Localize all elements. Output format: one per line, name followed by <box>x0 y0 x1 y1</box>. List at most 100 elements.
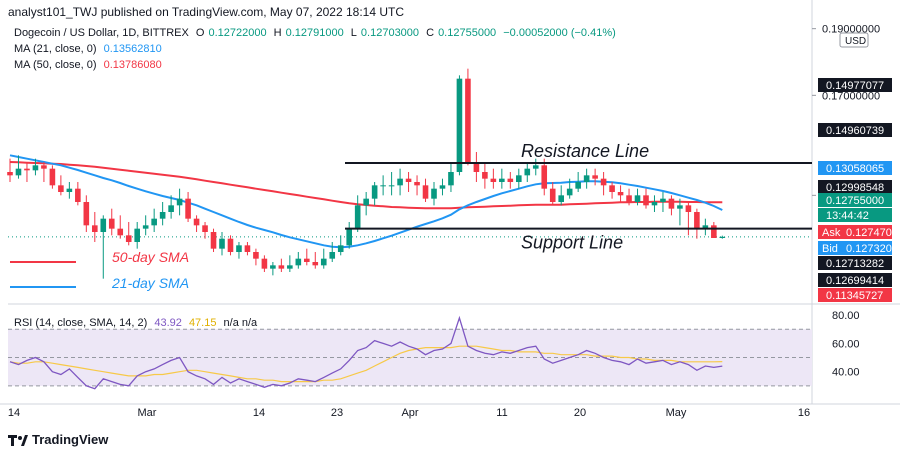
time-tick-label: May <box>666 407 687 419</box>
footer-brand: TradingView <box>8 432 108 447</box>
candle-body <box>168 205 174 212</box>
candle-body <box>499 178 505 182</box>
price-label-text: 0.12713282 <box>826 258 884 270</box>
time-tick-label: 14 <box>8 407 20 419</box>
price-label-bg <box>818 78 892 92</box>
candle-body <box>210 232 217 249</box>
ma50-label[interactable]: MA (50, close, 0) <box>14 59 97 71</box>
high-value: 0.12791000 <box>285 27 344 39</box>
ma50-value: 0.13786080 <box>103 59 162 71</box>
candle-body <box>583 175 590 182</box>
candle-body <box>58 185 64 192</box>
candle-body <box>465 78 471 162</box>
candle-body <box>668 198 675 209</box>
currency-box <box>839 32 869 48</box>
change-value: −0.00052000 (−0.41%) <box>503 27 616 39</box>
footer-brand-label: TradingView <box>32 432 109 447</box>
candle-body <box>134 228 140 242</box>
candle-body <box>566 188 573 196</box>
candle-body <box>371 185 378 199</box>
quote-label-name: Ask <box>822 227 841 239</box>
candle-body <box>397 178 403 186</box>
price-label-bg <box>818 256 892 270</box>
candle-body <box>439 185 446 189</box>
candle-body <box>75 188 81 202</box>
currency-label: USD <box>845 36 866 47</box>
rsi-tick-label: 80.00 <box>832 310 860 322</box>
candle-body <box>694 212 700 229</box>
quote-label-bg <box>818 241 892 255</box>
candle-body <box>532 165 539 169</box>
candle-body <box>456 78 463 172</box>
price-label-text: 0.13058065 <box>826 163 884 175</box>
resistance-label: Resistance Line <box>521 141 649 161</box>
candle-body <box>473 162 480 172</box>
candle-body <box>193 218 200 226</box>
candle-body <box>388 185 395 187</box>
candle-body <box>125 235 132 242</box>
candle-body <box>592 175 598 179</box>
candle-body <box>490 178 497 182</box>
price-label-text: 0.12699414 <box>826 275 884 287</box>
candle-body <box>159 212 166 219</box>
candle-body <box>634 195 641 202</box>
price-label-text: 0.14977077 <box>826 80 884 92</box>
quote-label-bg <box>818 225 892 239</box>
price-label-bg <box>818 123 892 137</box>
candle-body <box>507 178 514 182</box>
candle-body <box>261 258 268 269</box>
price-label-bg <box>818 193 892 207</box>
price-label-text: 0.12998548 <box>826 182 884 194</box>
sma50-annotation: 50-day SMA <box>112 249 189 265</box>
candle-body <box>380 185 386 187</box>
quote-label-value: 0.12747000 <box>846 227 900 239</box>
candle-body <box>83 202 90 226</box>
quote-label-name: Bid <box>822 243 838 255</box>
candle-body <box>320 258 327 266</box>
candle-body <box>702 225 709 229</box>
candle-body <box>253 252 259 259</box>
tradingview-logo-icon <box>8 434 28 446</box>
symbol-label[interactable]: Dogecoin / US Dollar, 1D, BITTREX <box>14 27 189 39</box>
candle-body <box>422 185 429 199</box>
candle-body <box>677 205 683 209</box>
rsi-legend: RSI (14, close, SMA, 14, 2) 43.92 47.15 … <box>14 317 261 329</box>
candle-body <box>24 168 30 171</box>
rsi-value: 43.92 <box>154 317 182 329</box>
candle-body <box>685 205 692 212</box>
candle-body <box>600 178 607 186</box>
price-label-bg <box>818 180 892 194</box>
candle-body <box>312 262 319 266</box>
rsi-label[interactable]: RSI (14, close, SMA, 14, 2) <box>14 317 148 329</box>
candle-body <box>100 218 107 232</box>
candle-body <box>117 228 124 236</box>
ma21-legend: MA (21, close, 0) 0.13562810 <box>14 43 166 55</box>
open-label: O <box>195 27 205 39</box>
support-label: Support Line <box>521 233 623 253</box>
candle-body <box>176 198 183 206</box>
price-tick-label: 0.17000000 <box>822 90 880 102</box>
candle-body <box>304 258 310 262</box>
candle-body <box>524 168 531 176</box>
candle-body <box>609 185 615 192</box>
candle-body <box>448 172 454 186</box>
candle-body <box>482 172 488 179</box>
time-tick-label: 20 <box>574 407 586 419</box>
rsi-sma-value: 47.15 <box>188 317 217 329</box>
candle-body <box>142 225 149 229</box>
candle-body <box>516 175 522 182</box>
close-value: 0.12755000 <box>438 27 497 39</box>
candle-body <box>363 198 369 206</box>
time-tick-label: 16 <box>798 407 810 419</box>
candle-body <box>414 182 420 186</box>
price-label-bg <box>818 161 892 175</box>
rsi-tick-label: 60.00 <box>832 338 860 350</box>
candle-body <box>15 168 22 176</box>
candle-body <box>719 236 726 238</box>
candle-body <box>354 205 361 229</box>
price-label-bg <box>818 288 892 302</box>
ma21-label[interactable]: MA (21, close, 0) <box>14 43 97 55</box>
candle-body <box>346 228 352 246</box>
candle-body <box>626 195 632 202</box>
